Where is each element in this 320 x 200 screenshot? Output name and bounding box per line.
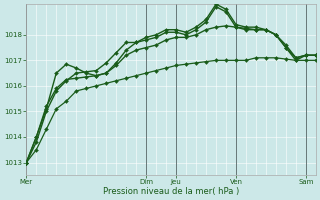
X-axis label: Pression niveau de la mer( hPa ): Pression niveau de la mer( hPa ) (103, 187, 239, 196)
